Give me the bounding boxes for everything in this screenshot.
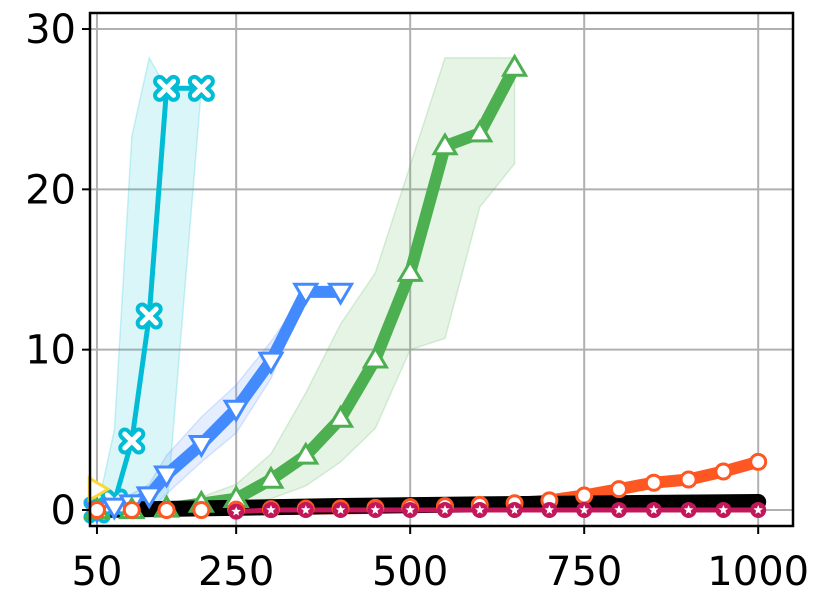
data-point	[187, 435, 215, 459]
y-tick-label: 0	[51, 488, 76, 534]
data-point	[500, 53, 529, 77]
data-point	[749, 452, 768, 471]
data-point	[87, 500, 106, 519]
data-point	[644, 473, 663, 492]
data-point	[332, 501, 349, 518]
data-point	[228, 503, 245, 520]
series-markers	[83, 53, 768, 524]
data-point	[292, 441, 320, 465]
data-point	[326, 404, 355, 428]
x-tick-label: 50	[72, 549, 123, 595]
x-axis-ticks: 50 250 500 750 1000	[72, 526, 809, 595]
data-point	[610, 501, 627, 518]
y-tick-label: 10	[25, 328, 76, 374]
data-point	[645, 501, 662, 518]
data-point	[257, 351, 285, 375]
data-point	[609, 480, 628, 499]
x-tick-label: 250	[198, 549, 274, 595]
data-point	[436, 501, 453, 518]
x-tick-label: 500	[372, 549, 448, 595]
data-point	[714, 462, 733, 481]
data-point	[506, 501, 523, 518]
data-point	[750, 501, 767, 518]
data-point	[157, 500, 176, 519]
data-point	[680, 501, 697, 518]
data-point	[135, 486, 163, 510]
data-point	[541, 501, 558, 518]
data-point	[100, 497, 128, 521]
data-point	[575, 486, 594, 505]
data-point	[679, 470, 698, 489]
data-point	[431, 132, 459, 156]
series-line	[233, 507, 761, 515]
data-point	[257, 465, 285, 489]
x-tick-label: 750	[546, 549, 622, 595]
y-tick-label: 30	[25, 7, 76, 53]
y-axis-ticks: 0 10 20 30	[25, 7, 90, 534]
data-point	[326, 282, 355, 306]
data-point	[396, 258, 424, 282]
data-point	[471, 501, 488, 518]
y-tick-label: 20	[25, 167, 76, 213]
data-point	[292, 282, 320, 306]
x-tick-label: 1000	[707, 549, 809, 595]
data-point	[402, 501, 419, 518]
data-point	[262, 501, 279, 518]
data-point	[367, 501, 384, 518]
data-point	[715, 501, 732, 518]
plot-frame	[88, 11, 795, 528]
data-point	[192, 500, 211, 519]
data-point	[122, 500, 141, 519]
data-point	[576, 501, 593, 518]
data-point	[297, 501, 314, 518]
data-point	[361, 345, 389, 369]
data-point	[222, 399, 250, 423]
data-point	[152, 465, 181, 489]
data-point	[466, 119, 494, 143]
data-point	[153, 74, 181, 102]
data-point	[135, 302, 163, 330]
data-point	[118, 427, 146, 455]
data-point	[187, 74, 215, 102]
